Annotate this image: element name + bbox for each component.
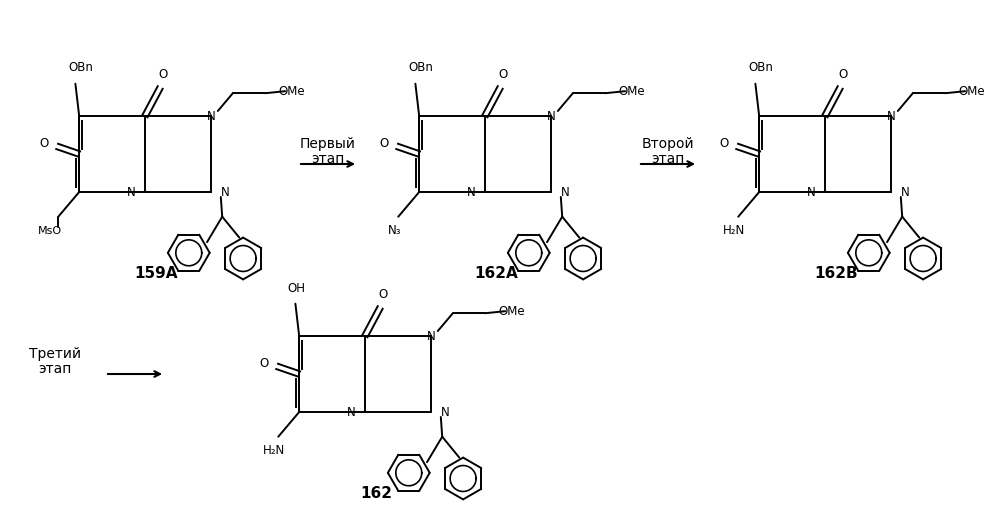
Text: N: N	[807, 186, 815, 198]
Text: O: O	[379, 288, 388, 301]
Text: этап: этап	[651, 152, 685, 166]
Text: N: N	[127, 186, 135, 198]
Text: O: O	[40, 137, 49, 150]
Text: Второй: Второй	[642, 137, 694, 151]
Text: O: O	[499, 68, 508, 81]
Text: H₂N: H₂N	[723, 224, 745, 237]
Text: OMe: OMe	[959, 85, 985, 98]
Text: N: N	[900, 186, 909, 198]
Text: N: N	[886, 110, 895, 123]
Text: OMe: OMe	[279, 85, 305, 98]
Text: 159A: 159A	[135, 266, 178, 281]
Text: OBn: OBn	[748, 61, 773, 74]
Text: OBn: OBn	[68, 61, 93, 74]
Text: O: O	[720, 137, 729, 150]
Text: N: N	[220, 186, 229, 198]
Text: N₃: N₃	[388, 224, 401, 237]
Text: O: O	[260, 357, 269, 370]
Text: OBn: OBn	[408, 61, 433, 74]
Text: Первый: Первый	[300, 137, 356, 151]
Text: N: N	[426, 330, 435, 342]
Text: 162A: 162A	[475, 266, 518, 281]
Text: N: N	[560, 186, 569, 198]
Text: O: O	[159, 68, 168, 81]
Text: этап: этап	[38, 362, 72, 376]
Text: N: N	[347, 406, 355, 418]
Text: OMe: OMe	[499, 305, 525, 318]
Text: этап: этап	[311, 152, 345, 166]
Text: O: O	[839, 68, 848, 81]
Text: Третий: Третий	[29, 347, 81, 361]
Text: 162: 162	[360, 486, 392, 501]
Text: OMe: OMe	[619, 85, 645, 98]
Text: 162B: 162B	[815, 266, 858, 281]
Text: OH: OH	[287, 282, 305, 295]
Text: N: N	[440, 406, 449, 418]
Text: N: N	[467, 186, 475, 198]
Text: H₂N: H₂N	[263, 444, 285, 457]
Text: MsO: MsO	[38, 226, 62, 236]
Text: N: N	[206, 110, 215, 123]
Text: N: N	[546, 110, 555, 123]
Text: O: O	[380, 137, 389, 150]
